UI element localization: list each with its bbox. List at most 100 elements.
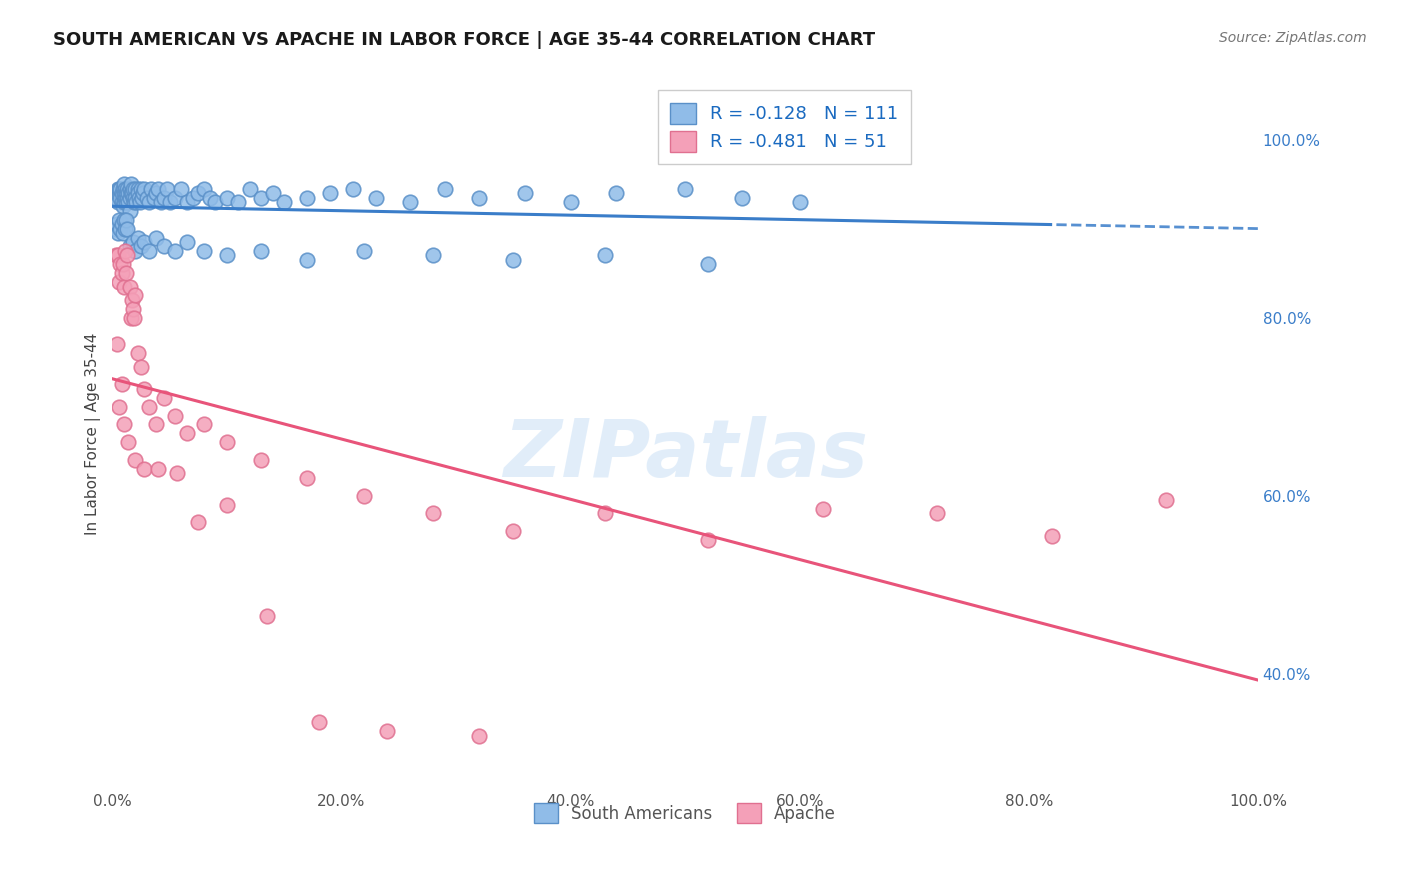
Point <box>134 382 156 396</box>
Point <box>110 194 132 209</box>
Point <box>138 400 160 414</box>
Point <box>131 190 153 204</box>
Point <box>215 248 238 262</box>
Text: Source: ZipAtlas.com: Source: ZipAtlas.com <box>1219 31 1367 45</box>
Point <box>1154 493 1177 508</box>
Point <box>153 239 176 253</box>
Point <box>273 194 295 209</box>
Point <box>118 190 141 204</box>
Point <box>1040 529 1063 543</box>
Point <box>193 181 215 195</box>
Point <box>468 190 491 204</box>
Point <box>118 239 141 253</box>
Point <box>166 467 188 481</box>
Y-axis label: In Labor Force | Age 35-44: In Labor Force | Age 35-44 <box>86 332 101 534</box>
Point <box>117 181 139 195</box>
Point <box>129 181 152 195</box>
Point <box>129 359 152 374</box>
Point <box>502 252 524 267</box>
Point <box>198 190 221 204</box>
Point <box>111 199 134 213</box>
Point <box>114 181 136 195</box>
Point <box>353 244 375 258</box>
Point <box>697 533 720 547</box>
Point <box>165 409 187 423</box>
Point <box>811 502 834 516</box>
Point <box>215 498 238 512</box>
Point <box>115 186 138 200</box>
Point <box>215 190 238 204</box>
Point <box>176 194 198 209</box>
Point <box>122 194 145 209</box>
Point <box>193 244 215 258</box>
Point <box>165 244 187 258</box>
Point <box>108 275 131 289</box>
Point <box>239 181 262 195</box>
Point <box>250 244 273 258</box>
Point <box>124 288 146 302</box>
Point <box>122 190 145 204</box>
Point <box>124 453 146 467</box>
Point <box>181 190 204 204</box>
Point <box>149 194 172 209</box>
Point <box>110 221 132 235</box>
Point <box>319 186 342 200</box>
Point <box>262 186 284 200</box>
Point <box>433 181 456 195</box>
Point <box>176 235 198 249</box>
Point <box>697 257 720 271</box>
Point <box>134 235 156 249</box>
Point <box>110 377 132 392</box>
Point <box>112 212 135 227</box>
Point <box>593 248 616 262</box>
Point <box>112 178 135 192</box>
Point <box>115 194 138 209</box>
Point <box>112 417 135 432</box>
Point <box>105 337 128 351</box>
Point <box>121 293 143 307</box>
Point <box>117 186 139 200</box>
Point <box>250 190 273 204</box>
Point <box>468 729 491 743</box>
Point <box>118 181 141 195</box>
Point <box>204 194 226 209</box>
Point <box>295 252 318 267</box>
Point <box>134 462 156 476</box>
Point <box>108 400 131 414</box>
Point <box>560 194 582 209</box>
Point <box>110 217 132 231</box>
Point <box>148 181 170 195</box>
Point <box>673 181 696 195</box>
Point <box>117 435 139 450</box>
Point <box>228 194 250 209</box>
Point <box>127 181 149 195</box>
Point <box>115 212 138 227</box>
Point <box>159 194 181 209</box>
Point <box>124 181 146 195</box>
Point <box>295 471 318 485</box>
Point <box>138 244 160 258</box>
Point <box>256 608 278 623</box>
Point <box>422 507 444 521</box>
Point <box>114 190 136 204</box>
Point <box>502 524 524 539</box>
Point <box>153 190 176 204</box>
Point <box>124 244 146 258</box>
Point <box>122 235 145 249</box>
Point <box>117 221 139 235</box>
Point <box>142 190 165 204</box>
Point <box>927 507 949 521</box>
Point <box>112 186 135 200</box>
Point <box>117 248 139 262</box>
Point <box>145 230 167 244</box>
Point <box>134 181 156 195</box>
Point <box>111 181 134 195</box>
Point <box>145 417 167 432</box>
Point <box>108 181 131 195</box>
Point <box>110 186 132 200</box>
Point <box>731 190 754 204</box>
Point <box>156 181 179 195</box>
Point <box>118 279 141 293</box>
Point <box>165 190 187 204</box>
Point <box>104 248 127 262</box>
